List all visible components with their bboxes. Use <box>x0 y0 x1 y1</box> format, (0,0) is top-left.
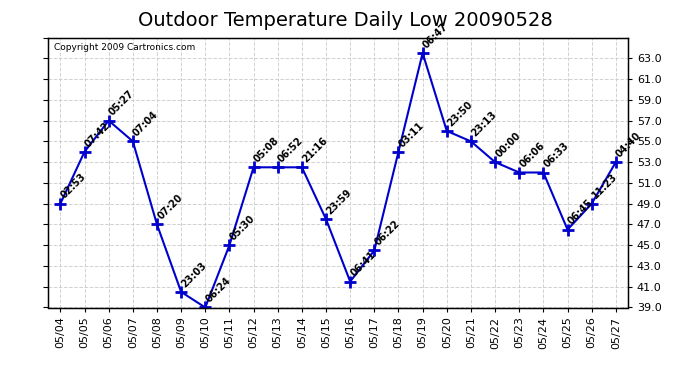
Text: 23:50: 23:50 <box>445 99 474 128</box>
Text: 06:22: 06:22 <box>373 219 402 248</box>
Text: Copyright 2009 Cartronics.com: Copyright 2009 Cartronics.com <box>54 43 195 52</box>
Text: 06:24: 06:24 <box>204 276 233 305</box>
Text: 05:08: 05:08 <box>252 135 281 165</box>
Text: 11:23: 11:23 <box>590 172 619 201</box>
Text: 06:47: 06:47 <box>421 21 450 50</box>
Text: 00:00: 00:00 <box>493 130 522 159</box>
Text: 05:30: 05:30 <box>228 213 257 242</box>
Text: 23:59: 23:59 <box>324 188 353 216</box>
Text: 06:41: 06:41 <box>348 250 377 279</box>
Text: 07:20: 07:20 <box>155 193 184 222</box>
Text: 05:27: 05:27 <box>107 89 136 118</box>
Text: 23:03: 23:03 <box>179 260 208 289</box>
Text: Outdoor Temperature Daily Low 20090528: Outdoor Temperature Daily Low 20090528 <box>137 11 553 30</box>
Text: 21:16: 21:16 <box>300 135 329 165</box>
Text: 06:45: 06:45 <box>566 198 595 227</box>
Text: 07:42: 07:42 <box>83 120 112 149</box>
Text: 04:40: 04:40 <box>614 130 643 159</box>
Text: 06:06: 06:06 <box>518 141 546 170</box>
Text: 06:33: 06:33 <box>542 141 571 170</box>
Text: 03:11: 03:11 <box>397 120 426 149</box>
Text: 23:13: 23:13 <box>469 110 498 139</box>
Text: 06:52: 06:52 <box>276 135 305 165</box>
Text: 02:53: 02:53 <box>59 172 88 201</box>
Text: 07:04: 07:04 <box>131 110 160 139</box>
